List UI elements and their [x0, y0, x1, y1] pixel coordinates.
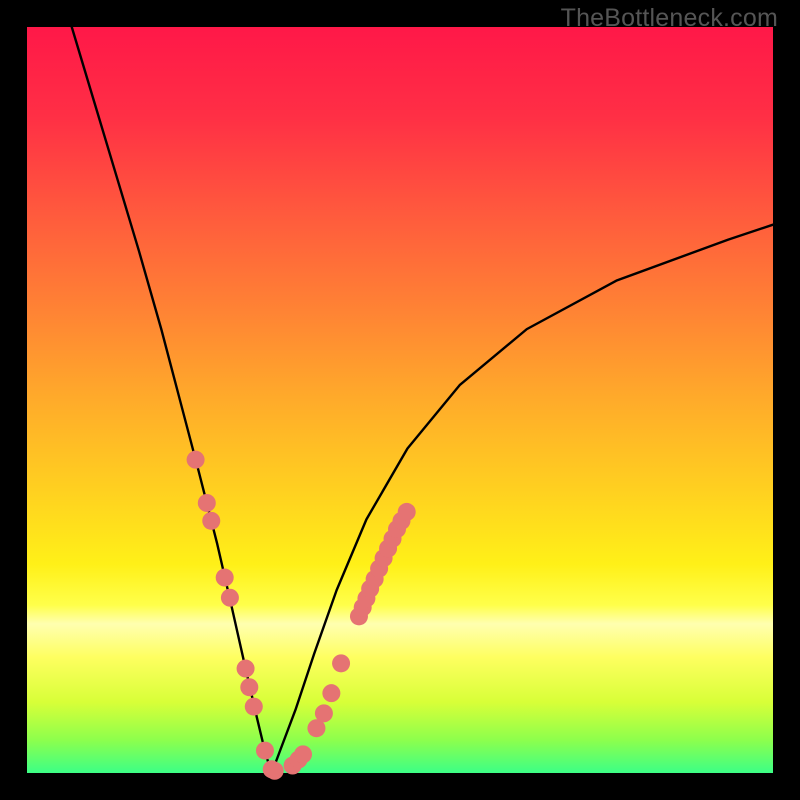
- plot-background: [27, 27, 773, 773]
- watermark-text: TheBottleneck.com: [561, 4, 778, 33]
- chart-stage: TheBottleneck.com: [0, 0, 800, 800]
